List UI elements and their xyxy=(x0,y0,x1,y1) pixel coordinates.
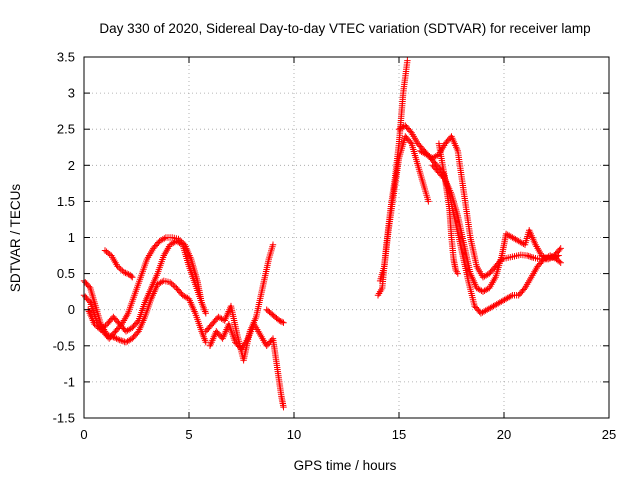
series-arc-l xyxy=(429,162,564,295)
plus-marker xyxy=(116,336,123,344)
x-tick-label: 5 xyxy=(185,427,192,442)
plus-marker xyxy=(202,338,209,346)
series-arc-g xyxy=(263,306,287,326)
plus-marker xyxy=(525,252,532,260)
y-tick-labels: -1.5 -1 -0.5 0 0.5 1 1.5 2 2.5 3 3.5 xyxy=(53,50,75,426)
y-tick-label: 0 xyxy=(68,302,75,317)
y-tick-label: 2 xyxy=(68,158,75,173)
plus-marker xyxy=(527,253,534,260)
plus-marker xyxy=(111,334,119,342)
y-tick-label: -1.5 xyxy=(53,411,75,426)
plus-marker xyxy=(113,335,120,342)
y-tick-label: 1 xyxy=(68,230,75,245)
series-arc-m xyxy=(435,140,461,277)
plus-marker xyxy=(92,322,100,329)
series-arc-k xyxy=(416,133,562,281)
y-tick-label: 1.5 xyxy=(57,194,75,209)
plus-marker xyxy=(520,286,527,293)
plus-marker xyxy=(507,292,515,300)
plus-marker xyxy=(557,259,564,266)
plus-marker xyxy=(99,325,106,332)
x-tick-label: 15 xyxy=(392,427,406,442)
plus-marker xyxy=(128,272,135,280)
x-axis-label: GPS time / hours xyxy=(294,458,397,473)
plus-marker xyxy=(114,263,121,270)
plus-marker xyxy=(557,245,564,252)
y-tick-label: 3 xyxy=(68,86,75,101)
plus-marker xyxy=(97,326,104,334)
data-points xyxy=(80,57,564,411)
series-arc-b xyxy=(80,234,209,342)
plus-marker xyxy=(276,317,283,324)
chart-title: Day 330 of 2020, Sidereal Day-to-day VTE… xyxy=(99,21,590,36)
x-tick-label: 10 xyxy=(287,427,301,442)
plus-marker xyxy=(280,319,287,326)
plus-marker xyxy=(85,283,93,290)
plus-marker xyxy=(129,274,136,281)
y-tick-label: 2.5 xyxy=(57,122,75,137)
plus-marker xyxy=(202,310,209,317)
y-tick-label: 3.5 xyxy=(57,50,75,65)
x-tick-label: 25 xyxy=(602,427,616,442)
series-arc-c xyxy=(85,237,205,335)
plus-marker xyxy=(161,235,168,242)
plus-marker xyxy=(269,241,277,248)
plus-marker xyxy=(85,297,93,305)
axis-ticks xyxy=(83,56,610,419)
plus-marker xyxy=(118,337,125,344)
x-tick-label: 0 xyxy=(80,427,87,442)
plus-marker xyxy=(407,138,414,146)
plus-marker xyxy=(91,320,98,328)
plus-marker xyxy=(100,323,108,331)
plus-marker xyxy=(117,266,124,273)
series-arc-a xyxy=(80,277,209,346)
y-tick-label: -1 xyxy=(63,374,75,389)
plus-marker xyxy=(454,270,461,277)
plus-marker xyxy=(170,281,177,289)
plus-marker xyxy=(102,322,109,329)
plus-marker xyxy=(528,253,536,261)
plus-marker xyxy=(168,280,175,287)
series-arc-e xyxy=(202,241,277,364)
x-tick-labels: 0 5 10 15 20 25 xyxy=(80,427,616,442)
y-axis-label: SDTVAR / TECUs xyxy=(8,184,23,293)
plus-marker xyxy=(120,268,128,276)
plus-marker xyxy=(115,264,123,272)
plus-marker xyxy=(166,279,174,286)
plus-marker xyxy=(277,318,284,325)
plus-marker xyxy=(122,269,129,277)
plus-marker xyxy=(114,336,122,343)
series-arc-d xyxy=(101,247,136,281)
y-tick-label: 0.5 xyxy=(57,266,75,281)
plus-marker xyxy=(556,246,563,253)
plus-marker xyxy=(556,258,563,265)
plus-marker xyxy=(280,403,287,411)
plus-marker xyxy=(94,323,101,331)
plus-marker xyxy=(425,198,432,205)
plus-marker xyxy=(523,252,531,259)
plus-marker xyxy=(198,299,205,306)
plus-marker xyxy=(171,283,179,290)
plus-marker xyxy=(123,270,131,277)
plus-marker xyxy=(134,318,141,326)
series-arc-f xyxy=(206,320,287,411)
series-arc-i xyxy=(376,133,432,285)
plus-marker xyxy=(400,123,407,130)
x-tick-label: 20 xyxy=(497,427,511,442)
series-arc-h xyxy=(374,57,411,299)
y-tick-label: -0.5 xyxy=(53,338,75,353)
plus-marker xyxy=(278,318,286,326)
plus-marker xyxy=(404,57,411,64)
plus-marker xyxy=(407,128,414,135)
plus-marker xyxy=(134,329,141,337)
